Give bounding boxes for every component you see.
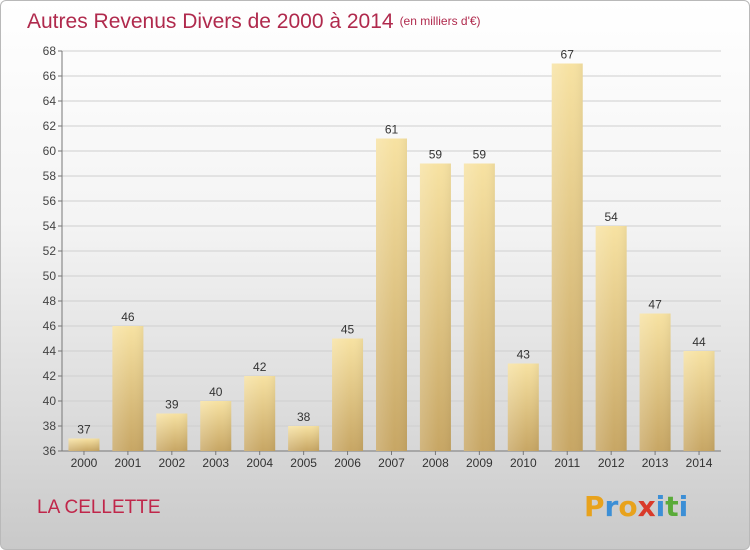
x-tick-label: 2012	[598, 456, 625, 470]
value-labels: 37 46 39 40 42 38 45 61 59 59 43 67 54 47 44	[77, 48, 706, 437]
value-label: 40	[209, 385, 223, 399]
x-tick-label: 2005	[290, 456, 317, 470]
y-tick-label: 52	[43, 244, 57, 258]
value-label: 45	[341, 323, 355, 337]
y-tick-labels: 36 38 40 42 44 46 48 50 52 54 56 58 60 62 64 66 68	[43, 44, 57, 458]
value-label: 59	[473, 148, 487, 162]
y-tick-label: 62	[43, 119, 57, 133]
x-tick-labels: 2000 2001 2002 2003 2004 2005 2006 2007 2008 2009…	[71, 456, 713, 470]
value-label: 47	[648, 298, 662, 312]
value-label: 59	[429, 148, 443, 162]
y-tick-label: 50	[43, 269, 57, 283]
x-tick-label: 2009	[466, 456, 493, 470]
y-tick-label: 42	[43, 369, 57, 383]
y-tick-label: 68	[43, 44, 57, 58]
value-label: 43	[517, 348, 531, 362]
y-tick-label: 58	[43, 169, 57, 183]
y-tick-label: 60	[43, 144, 57, 158]
logo-letter: P	[584, 490, 605, 523]
logo-letter: x	[637, 490, 656, 523]
bar-shine	[507, 363, 539, 451]
bar-shine	[551, 63, 583, 451]
bar-shine	[376, 138, 407, 451]
value-label: 37	[77, 423, 91, 437]
value-label: 67	[561, 48, 575, 62]
x-tick-label: 2001	[115, 456, 142, 470]
x-tick-label: 2003	[202, 456, 229, 470]
value-label: 46	[121, 310, 135, 324]
logo-letter: i	[678, 490, 689, 523]
proxiti-logo: Proxiti	[584, 490, 688, 523]
x-tick-label: 2010	[510, 456, 537, 470]
x-tick-label: 2007	[378, 456, 405, 470]
bar-shine	[112, 326, 144, 451]
value-label: 39	[165, 398, 179, 412]
value-label: 42	[253, 360, 267, 374]
bar-shine	[683, 351, 715, 451]
y-tick-label: 38	[43, 419, 57, 433]
x-tick-label: 2004	[246, 456, 273, 470]
x-tick-label: 2011	[554, 456, 580, 470]
logo-letter: t	[665, 490, 679, 523]
bar-shine	[244, 376, 276, 451]
value-label: 54	[604, 210, 618, 224]
x-tick-label: 2000	[71, 456, 98, 470]
y-tick-label: 48	[43, 294, 57, 308]
bar-shine	[156, 413, 188, 451]
y-tick-label: 44	[43, 344, 57, 358]
x-tick-label: 2013	[642, 456, 669, 470]
logo-letter: r	[604, 490, 619, 523]
chart-title: Autres Revenus Divers de 2000 à 2014 (en …	[27, 10, 481, 34]
x-tick-label: 2002	[158, 456, 185, 470]
bar-shine	[639, 313, 671, 451]
value-label: 38	[297, 410, 311, 424]
y-tick-label: 64	[43, 94, 57, 108]
bar-shine	[200, 401, 232, 451]
bar-shine	[595, 226, 627, 451]
y-tick-label: 36	[43, 444, 57, 458]
bar-shine	[68, 438, 100, 451]
title-unit: (en milliers d'€)	[399, 14, 481, 28]
y-tick-label: 66	[43, 69, 57, 83]
x-tick-label: 2014	[686, 456, 713, 470]
bar-shine	[419, 163, 451, 451]
x-tick-label: 2006	[334, 456, 361, 470]
bars	[68, 63, 715, 451]
value-label: 61	[385, 123, 399, 137]
y-tick-label: 40	[43, 394, 57, 408]
bar-shine	[288, 426, 320, 451]
title-text: Autres Revenus Divers de 2000 à 2014	[27, 10, 394, 33]
logo-letter: o	[618, 490, 638, 523]
logo-letter: i	[655, 490, 666, 523]
commune-name: LA CELLETTE	[37, 497, 161, 518]
y-tick-label: 46	[43, 319, 57, 333]
bar-shine	[463, 163, 495, 451]
bar-shine	[332, 338, 364, 451]
x-tick-label: 2008	[422, 456, 449, 470]
y-tick-label: 56	[43, 194, 57, 208]
y-tick-label: 54	[43, 219, 57, 233]
value-label: 44	[692, 335, 706, 349]
